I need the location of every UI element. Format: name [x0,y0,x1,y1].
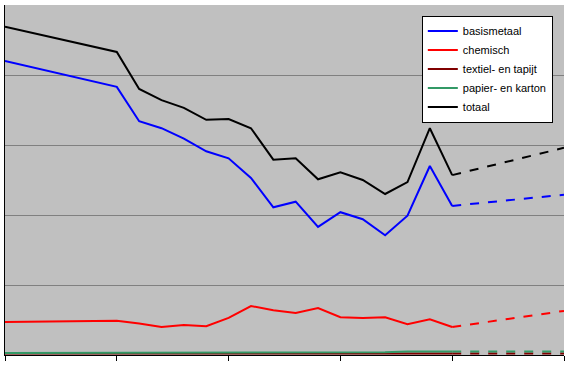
svg-text:papier- en karton: papier- en karton [463,82,546,94]
svg-text:basismetaal: basismetaal [463,25,522,37]
svg-text:textiel- en tapijt: textiel- en tapijt [463,63,537,75]
svg-text:totaal: totaal [463,101,490,113]
svg-text:chemisch: chemisch [463,44,509,56]
